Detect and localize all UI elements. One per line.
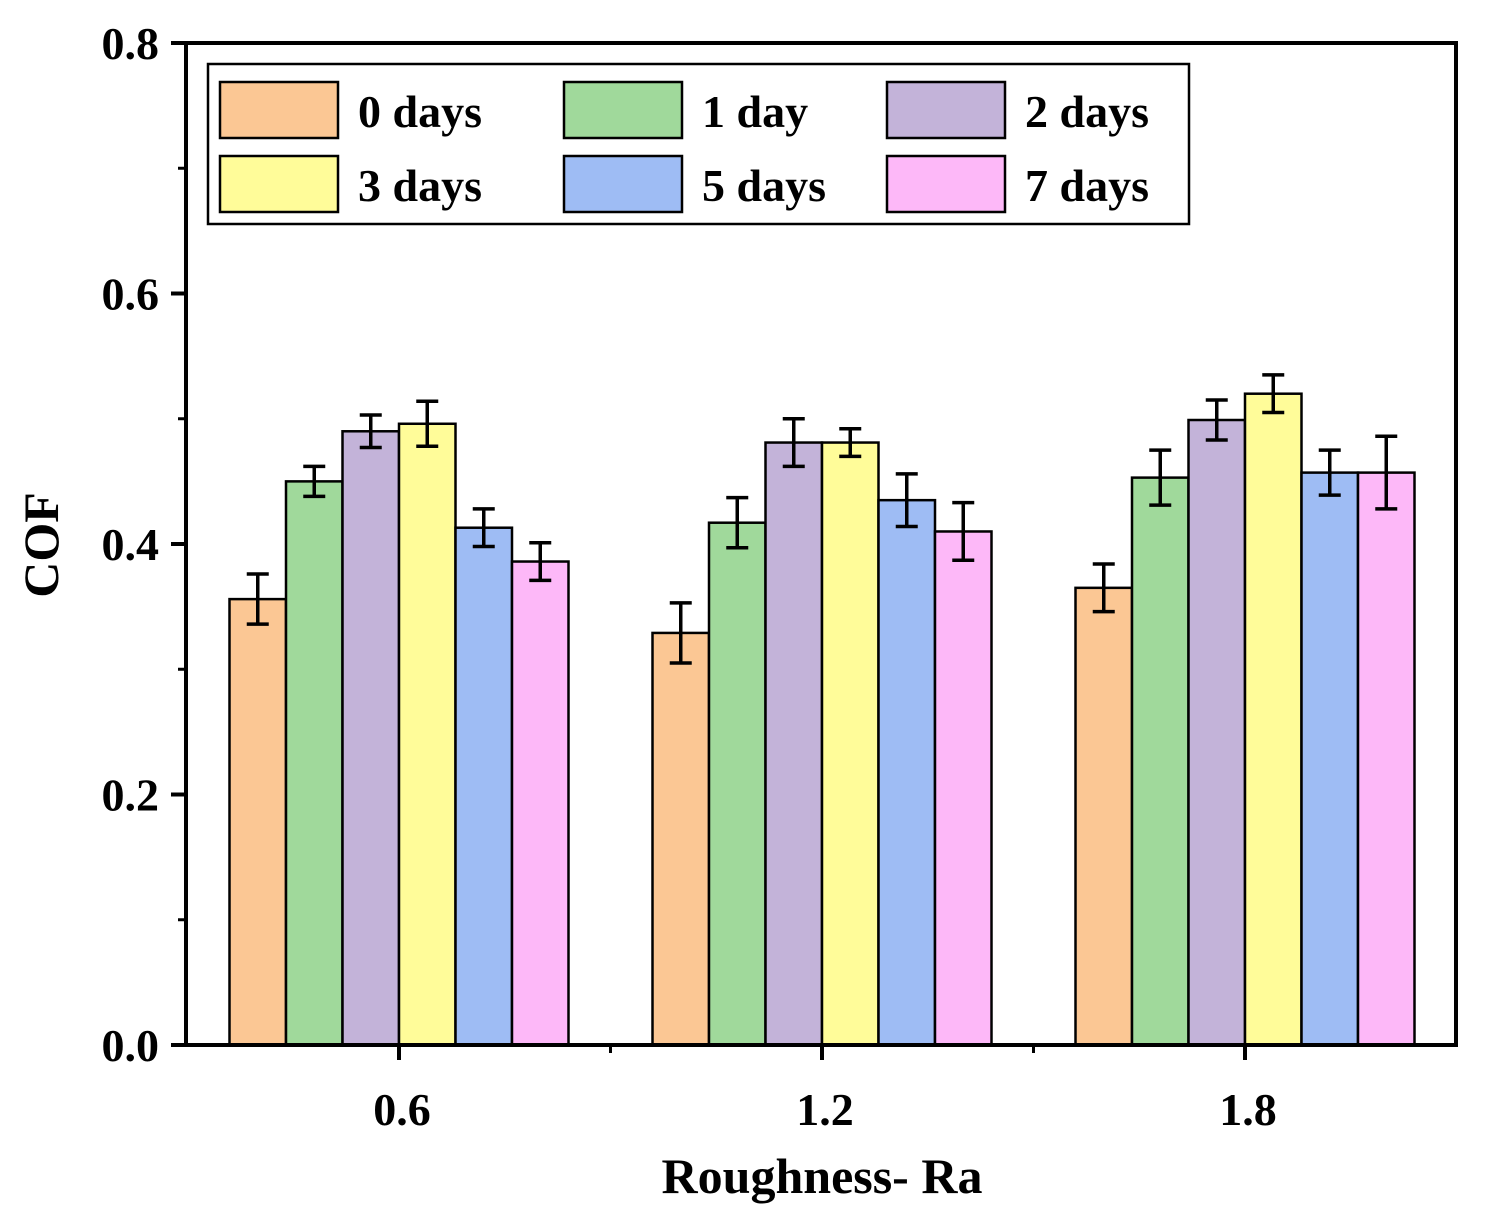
legend-label: 1 day <box>702 86 808 137</box>
axes-layer: 0.0 0.2 0.4 0.6 0.8 0.6 1.2 1.8 <box>102 18 1458 1135</box>
y-tick-label: 0.8 <box>102 18 160 69</box>
legend-label: 7 days <box>1025 160 1149 211</box>
bars-layer <box>228 373 1416 1047</box>
legend-box <box>206 62 1191 226</box>
bar <box>1356 471 1416 1047</box>
legend-label: 0 days <box>358 86 482 137</box>
bar <box>707 521 767 1047</box>
bar <box>228 597 288 1047</box>
bar <box>1300 471 1360 1047</box>
bar <box>764 441 824 1047</box>
bar <box>454 526 514 1047</box>
bar <box>341 430 401 1047</box>
legend-swatch <box>562 154 684 214</box>
x-tick-label: 1.8 <box>1219 1084 1277 1135</box>
y-tick-label: 0.0 <box>102 1020 160 1071</box>
bar <box>1243 392 1303 1047</box>
legend-swatch <box>218 80 340 140</box>
bar <box>510 560 570 1047</box>
legend-label: 2 days <box>1025 86 1149 137</box>
legend-label: 3 days <box>358 160 482 211</box>
bar <box>284 480 344 1047</box>
bar <box>397 422 457 1047</box>
legend-swatch <box>562 80 684 140</box>
y-tick-label: 0.4 <box>102 519 160 570</box>
x-axis-title: Roughness- Ra <box>662 1148 983 1204</box>
bar <box>1187 418 1247 1047</box>
y-tick-label: 0.2 <box>102 770 160 821</box>
bar <box>1074 586 1134 1047</box>
legend-label: 5 days <box>702 160 826 211</box>
x-tick-label: 1.2 <box>796 1084 854 1135</box>
legend: 0 days 1 day 2 days 3 days 5 days 7 days <box>206 62 1191 226</box>
legend-swatch <box>885 154 1007 214</box>
bar <box>877 498 937 1047</box>
bar <box>651 631 711 1047</box>
y-tick-label: 0.6 <box>102 269 160 320</box>
legend-swatch <box>218 154 340 214</box>
y-axis-title: COF <box>13 492 69 598</box>
x-tick-label: 0.6 <box>373 1084 431 1135</box>
bar <box>820 441 880 1047</box>
bar <box>1130 476 1190 1047</box>
bar <box>933 530 993 1047</box>
legend-swatch <box>885 80 1007 140</box>
